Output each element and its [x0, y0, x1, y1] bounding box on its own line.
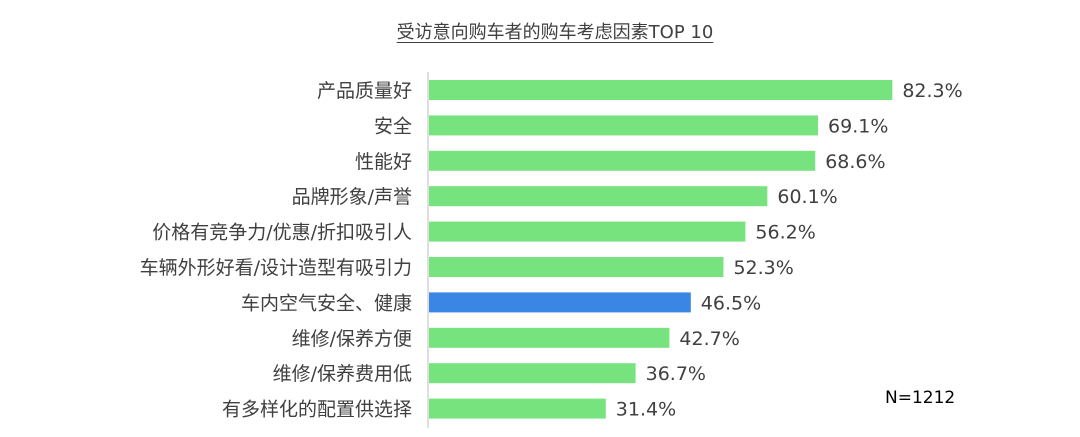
- bar: [429, 363, 636, 384]
- bar: [429, 186, 768, 207]
- category-label: 价格有竞争力/优惠/折扣吸引人: [152, 222, 412, 244]
- sample-size-note: N=1212: [885, 388, 956, 408]
- value-label: 56.2%: [755, 222, 815, 244]
- category-label: 车内空气安全、健康: [241, 292, 412, 314]
- value-label: 46.5%: [701, 292, 761, 314]
- category-label: 维修/保养费用低: [273, 363, 412, 385]
- value-label: 69.1%: [828, 115, 888, 137]
- category-label: 品牌形象/声誉: [292, 186, 412, 208]
- value-label: 36.7%: [646, 363, 706, 385]
- category-label: 车辆外形好看/设计造型有吸引力: [140, 257, 412, 279]
- category-label: 性能好: [355, 151, 412, 173]
- bar: [429, 221, 746, 242]
- value-label: 60.1%: [777, 186, 837, 208]
- bar: [429, 80, 893, 100]
- category-label: 安全: [374, 115, 412, 137]
- category-label: 有多样化的配置供选择: [222, 399, 412, 421]
- value-label: 42.7%: [679, 328, 739, 350]
- value-label: 31.4%: [616, 399, 676, 421]
- bar: [429, 398, 606, 419]
- category-label: 维修/保养方便: [292, 328, 412, 350]
- bar: [429, 327, 670, 348]
- bar: [429, 292, 691, 313]
- bar: [429, 150, 816, 171]
- bar: [429, 115, 819, 136]
- value-label: 82.3%: [902, 80, 962, 102]
- value-label: 52.3%: [733, 257, 793, 279]
- category-label: 产品质量好: [317, 80, 412, 102]
- chart-title: 受访意向购车者的购车考虑因素TOP 10: [396, 22, 714, 43]
- bar: [429, 257, 724, 277]
- value-label: 68.6%: [825, 151, 885, 173]
